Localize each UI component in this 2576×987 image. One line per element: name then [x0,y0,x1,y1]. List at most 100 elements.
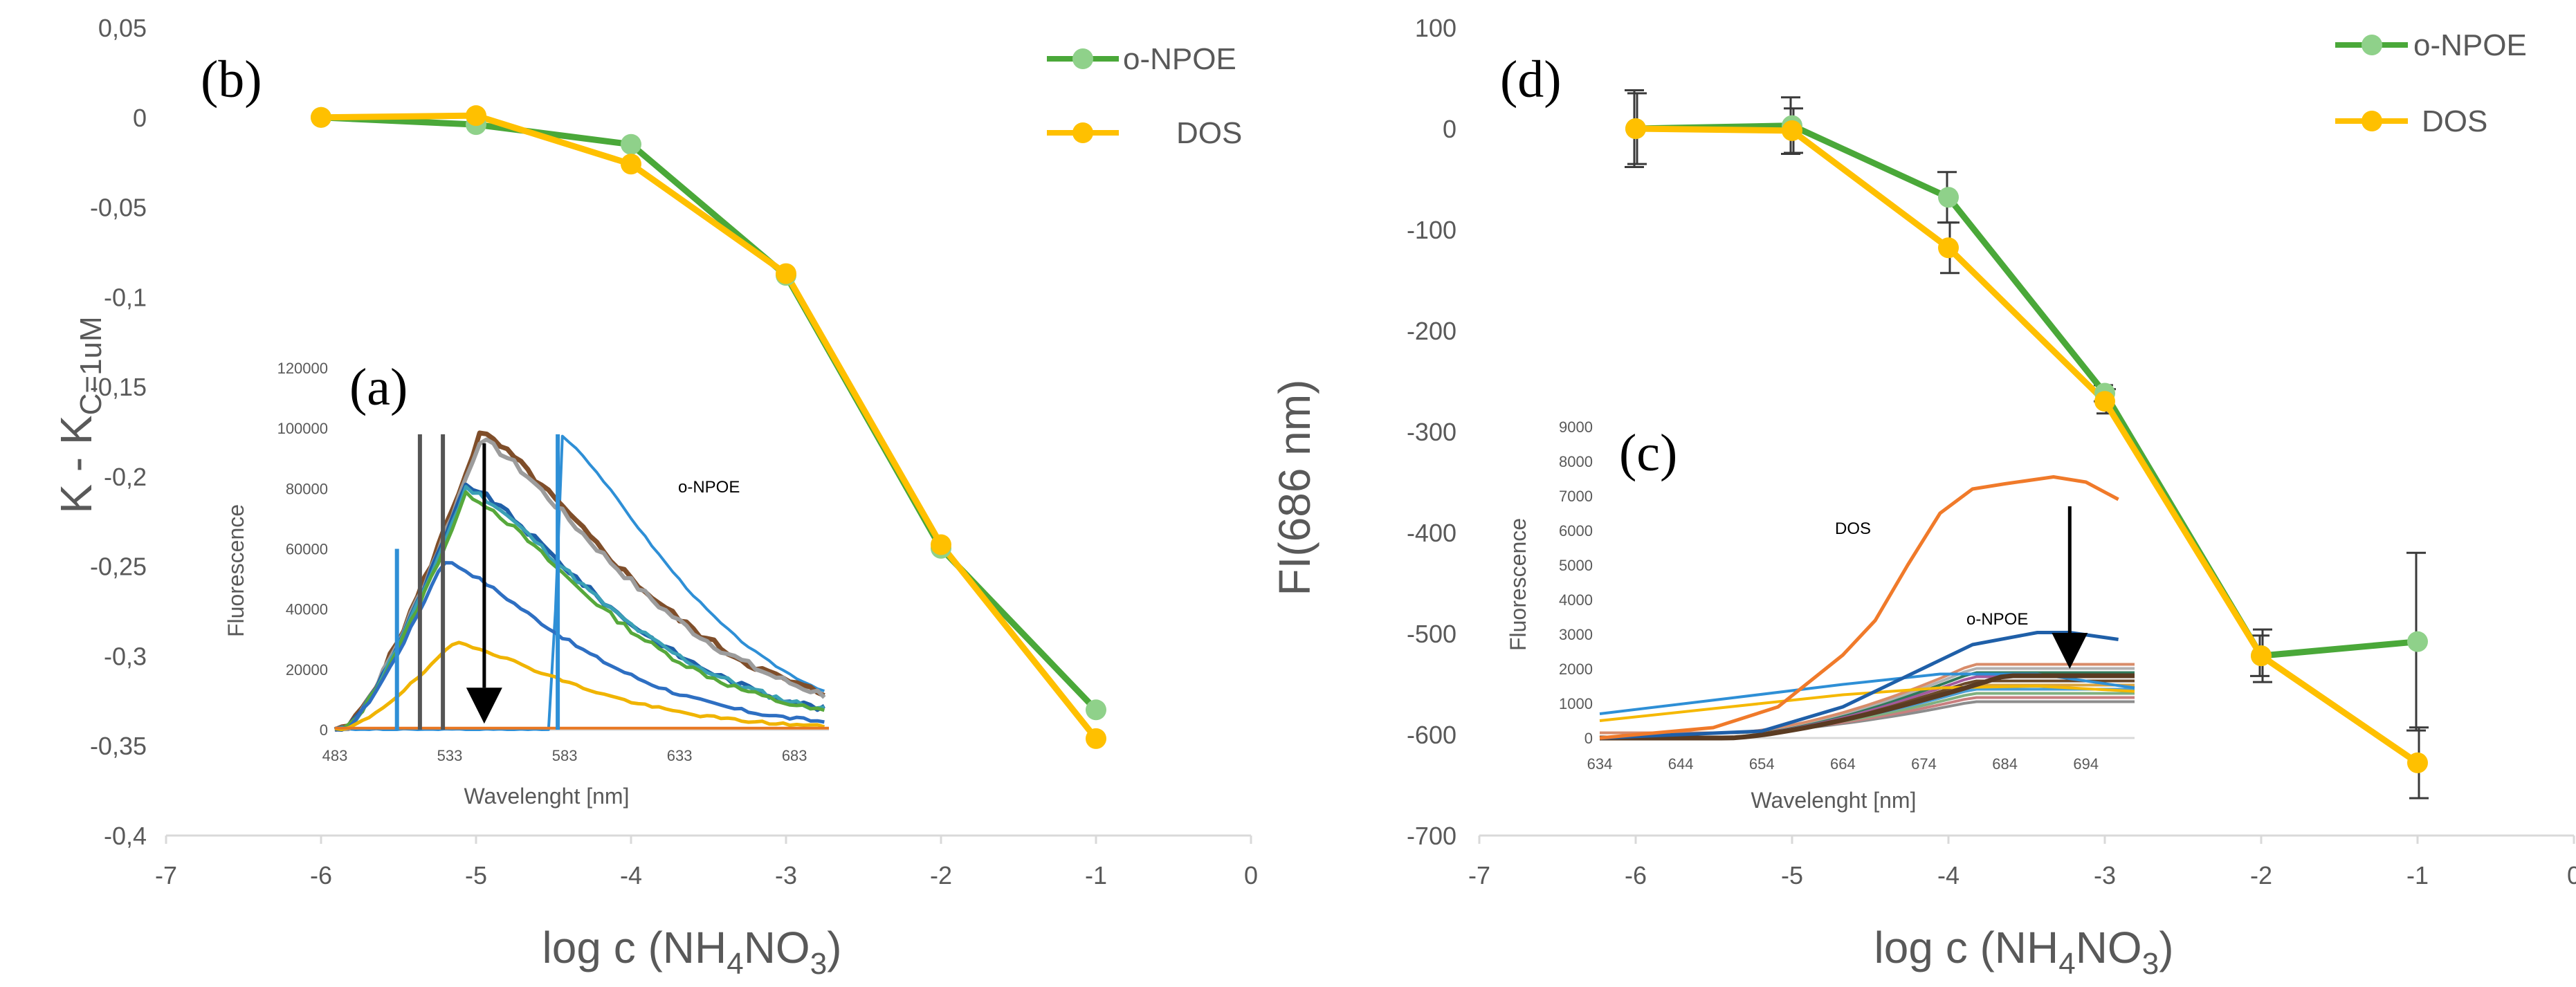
inset-c-spectra: 634 644 654 664 674 684 694 0 1000 2000 3000 4000 5… [1506,418,2135,813]
inset-c-y-tick-label: 6000 [1559,522,1593,539]
panel-b-x-axis-title: log c (NH4NO3) [542,923,842,981]
inset-a-spectra: 483 533 583 633 683 0 20000 40000 60000 80000 100… [223,358,829,809]
inset-a-x-tick-label: 483 [322,747,348,764]
panel-b-x-title-end: ) [827,923,841,972]
inset-a-y-tick-label: 40000 [286,601,328,618]
panel-b-legend-npoe-label: o-NPOE [1123,42,1236,76]
panel-b-x-title-sub1: 4 [727,947,743,981]
inset-a-y-axis-title: Fluorescence [223,504,248,637]
d-x-tick-label: -4 [1937,861,1960,889]
inset-c-curves [1599,475,2135,741]
b-y-tick-label: -0,2 [104,463,147,491]
panel-d-legend-dos-label: DOS [2422,104,2487,138]
panel-d-legend-npoe-marker [2362,35,2382,55]
panel-d-x-title-sub2: 3 [2142,947,2159,981]
d-y-tick-label: 0 [1443,115,1456,143]
panel-d-legend: o-NPOE DOS [2335,28,2527,138]
inset-a-curves [334,430,829,732]
panel-d-x-title-end: ) [2159,923,2173,972]
inset-c-x-tick-label: 654 [1749,755,1775,773]
inset-c-y-tick-label: 4000 [1559,591,1593,609]
inset-c-x-tick-label: 684 [1992,755,2018,773]
d-x-tick-label: -2 [2250,861,2272,889]
inset-a-x-tick-label: 583 [552,747,578,764]
inset-a-x-axis-title: Wavelenght [nm] [464,784,630,809]
b-x-tick-label: 0 [1244,861,1258,889]
panel-b-x-title-sub2: 3 [810,947,827,981]
panel-d-x-ticks: -7 -6 -5 -4 -3 -2 -1 0 [1468,836,2576,889]
inset-c-x-ticks: 634 644 654 664 674 684 694 [1587,755,2099,773]
panel-b-label: (b) [201,50,262,109]
inset-c-y-tick-label: 7000 [1559,488,1593,505]
b-series-npoe-point [1086,699,1106,721]
panel-d-x-axis-title: log c (NH4NO3) [1874,923,2174,981]
d-y-tick-label: -500 [1407,620,1456,648]
panel-d-series [1625,115,2428,773]
inset-a-y-tick-label: 80000 [286,480,328,497]
d-y-tick-label: -400 [1407,519,1456,547]
inset-c-x-tick-label: 664 [1830,755,1856,773]
inset-c-y-ticks: 0 1000 2000 3000 4000 5000 6000 7000 8000 9000 [1559,418,1593,747]
inset-c-x-tick-label: 694 [2073,755,2099,773]
inset-c-arrow-head [2052,633,2088,669]
b-series-dos-point [466,105,486,127]
d-y-tick-label: -100 [1407,216,1456,244]
b-x-tick-label: -7 [155,861,177,889]
inset-c-spectrum-curve [1599,475,2119,740]
b-y-tick-label: -0,1 [104,283,147,311]
inset-a-label: (a) [349,358,408,416]
panel-b-y-axis-title-sub: C=1uM [74,316,108,415]
b-x-tick-label: -2 [930,861,952,889]
d-y-tick-label: 100 [1415,14,1456,42]
inset-a-arrow-head [466,688,502,724]
d-y-tick-label: -200 [1407,317,1456,345]
inset-c-y-tick-label: 2000 [1559,661,1593,678]
d-x-tick-label: -5 [1781,861,1803,889]
inset-a-x-tick-label: 683 [782,747,807,764]
panel-d-legend-npoe-label: o-NPOE [2413,28,2527,62]
d-series-dos-point [2407,752,2428,773]
d-y-tick-label: -300 [1407,418,1456,446]
d-x-tick-label: -3 [2094,861,2116,889]
panel-b-series [311,105,1106,749]
b-y-tick-label: 0,05 [98,14,147,42]
inset-a-x-tick-label: 533 [437,747,463,764]
inset-a-spectrum-curve [334,640,825,732]
inset-c-spectrum-curve [1600,673,2135,741]
inset-c-spectrum-curve [1599,685,2135,722]
d-series-npoe-point [1938,187,1959,208]
b-y-tick-label: -0,05 [90,194,147,222]
inset-c-spectrum-curve [1599,631,2119,740]
b-series-dos-point [1086,728,1106,749]
b-x-tick-label: -5 [465,861,487,889]
b-series-dos-point [621,154,641,175]
panel-b-x-title-main: log c (NH [542,923,727,972]
panel-b-y-axis-title-main: K - K [51,415,101,513]
panel-d-y-axis-title: FI(686 nm) [1270,380,1319,596]
inset-a-y-tick-label: 20000 [286,661,328,679]
d-series-npoe-point [2407,631,2428,652]
panel-d-chart: -7 -6 -5 -4 -3 -2 -1 0 1000 -100 -200 -300 -400 -500… [1270,14,2576,981]
d-series-dos-point [1625,118,1646,139]
inset-c-y-axis-title: Fluorescence [1506,518,1531,651]
inset-c-dos-annotation: DOS [1835,519,1871,538]
d-y-tick-label: -600 [1407,721,1456,749]
b-series-dos-point [776,263,796,284]
inset-a-spectrum-curve [334,485,825,731]
d-x-tick-label: -6 [1625,861,1647,889]
inset-c-y-tick-label: 1000 [1559,695,1593,712]
d-x-tick-label: -7 [1468,861,1490,889]
d-series-dos-line [1635,125,2420,766]
b-series-dos-point [931,534,951,555]
inset-a-annotation: o-NPOE [678,478,740,497]
b-x-tick-label: -4 [620,861,642,889]
b-y-tick-label: 0 [133,104,147,132]
panel-d-y-ticks: 100 0 -100 -200 -300 -400 -500 -600 -700 [1407,14,1456,850]
panel-b-legend-dos-label: DOS [1176,116,1242,150]
b-series-dos-point [311,107,331,128]
panel-d-x-title-mid: NO [2076,923,2142,972]
panel-b-x-title-mid: NO [744,923,810,972]
d-x-tick-label: -1 [2406,861,2429,889]
inset-a-y-tick-label: 60000 [286,541,328,558]
